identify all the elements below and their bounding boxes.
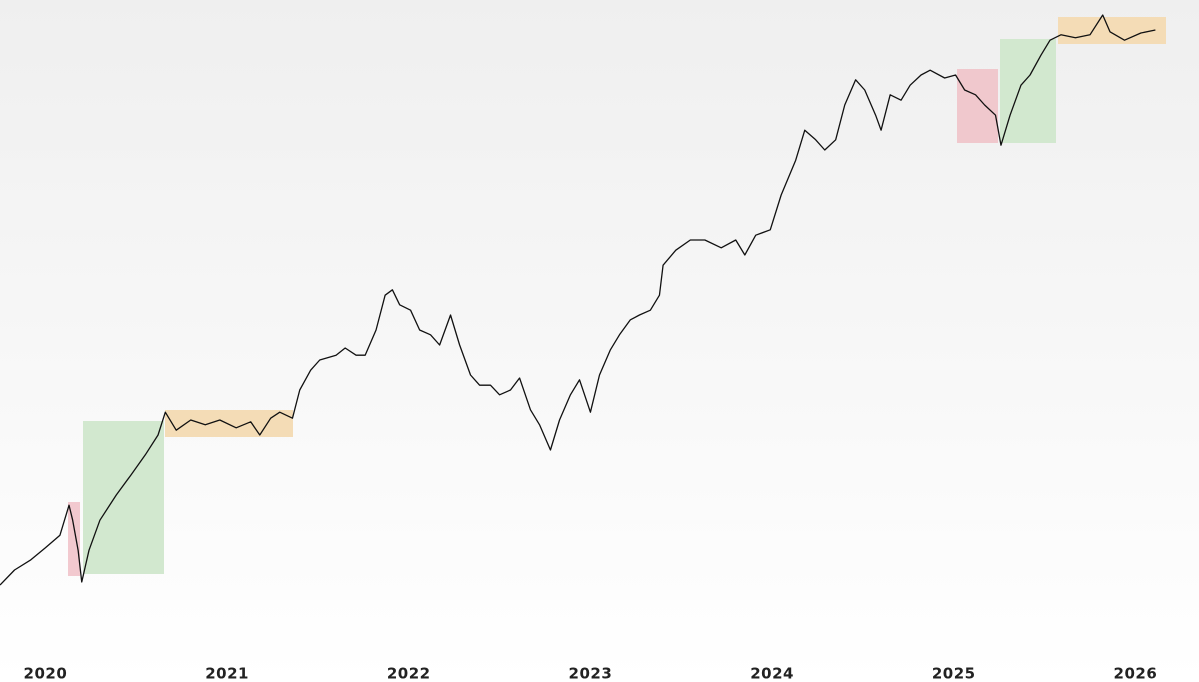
highlight-boxes: [68, 17, 1166, 576]
price-line: [0, 14, 1156, 586]
x-tick-label: 2022: [387, 665, 431, 682]
range-box: [165, 410, 293, 437]
drop-box: [68, 502, 80, 576]
x-tick-label: 2026: [1114, 665, 1158, 682]
drop-box: [957, 69, 998, 143]
x-tick-label: 2023: [569, 665, 613, 682]
x-tick-label: 2025: [932, 665, 976, 682]
range-box: [1058, 17, 1166, 44]
rise-box: [1000, 39, 1056, 143]
x-tick-label: 2024: [750, 665, 794, 682]
x-tick-label: 2020: [24, 665, 68, 682]
x-tick-label: 2021: [205, 665, 249, 682]
